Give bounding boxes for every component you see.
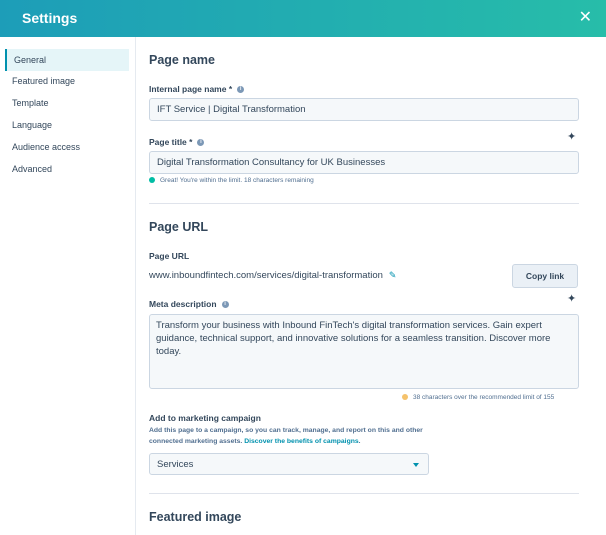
warning-dot-icon <box>402 394 408 401</box>
meta-description-hint-text: 38 characters over the recommended limit… <box>413 394 555 401</box>
campaign-help-text: Add this page to a campaign, so you can … <box>149 427 423 445</box>
sidebar-item-audience-access[interactable]: Audience access <box>12 142 81 152</box>
sidebar-item-template[interactable]: Template <box>12 98 49 108</box>
meta-description-hint: 38 characters over the recommended limit… <box>402 394 554 401</box>
meta-description-textarea[interactable]: Transform your business with Inbound Fin… <box>149 314 579 389</box>
copy-link-button[interactable]: Copy link <box>512 264 578 288</box>
page-title-label-text: Page title * <box>149 137 193 147</box>
sidebar-item-advanced[interactable]: Advanced <box>12 164 53 174</box>
section-heading-featured-image: Featured image <box>149 510 242 524</box>
info-icon[interactable]: i <box>197 139 205 147</box>
section-heading-page-name: Page name <box>149 53 216 67</box>
campaign-benefits-link[interactable]: Discover the benefits of campaigns <box>244 438 359 445</box>
section-heading-page-url: Page URL <box>149 220 209 234</box>
page-title-hint: Great! You're within the limit. 18 chara… <box>149 177 314 184</box>
meta-description-label-text: Meta description <box>149 299 217 309</box>
sidebar-item-featured-image[interactable]: Featured image <box>12 76 76 86</box>
campaign-help: Add this page to a campaign, so you can … <box>149 427 423 445</box>
page-title-input[interactable]: Digital Transformation Consultancy for U… <box>149 151 579 174</box>
modal-header: Settings ✕ <box>0 0 606 37</box>
close-icon[interactable]: ✕ <box>578 9 592 26</box>
page-title-label: Page title * i <box>149 137 205 147</box>
page-url-link[interactable]: www.inboundfintech.com/services/digital-… <box>149 270 396 281</box>
pencil-icon[interactable]: ✎ <box>388 270 397 280</box>
internal-name-label-text: Internal page name * <box>149 84 233 94</box>
ai-sparkle-icon[interactable]: ✦ <box>567 131 577 143</box>
caret-down-icon <box>413 463 419 467</box>
success-dot-icon <box>149 177 155 184</box>
campaign-label: Add to marketing campaign <box>149 413 261 423</box>
sidebar-item-general[interactable]: General <box>5 49 129 71</box>
meta-description-label: Meta description i <box>149 299 229 309</box>
campaign-select[interactable]: Services <box>149 453 429 475</box>
page-title-hint-text: Great! You're within the limit. 18 chara… <box>160 177 314 184</box>
settings-sidebar: General Featured image Template Language… <box>0 37 136 535</box>
page-url-text: www.inboundfintech.com/services/digital-… <box>149 270 383 281</box>
divider <box>149 203 579 204</box>
internal-name-input[interactable]: IFT Service | Digital Transformation <box>149 98 579 121</box>
info-icon[interactable]: i <box>221 301 229 309</box>
campaign-select-value: Services <box>157 459 194 470</box>
internal-name-label: Internal page name * i <box>149 84 245 94</box>
modal-title: Settings <box>22 10 78 26</box>
ai-sparkle-icon[interactable]: ✦ <box>567 293 577 305</box>
info-icon[interactable]: i <box>237 86 245 94</box>
divider <box>149 493 579 494</box>
sidebar-item-language[interactable]: Language <box>12 120 53 130</box>
page-url-label: Page URL <box>149 251 190 261</box>
